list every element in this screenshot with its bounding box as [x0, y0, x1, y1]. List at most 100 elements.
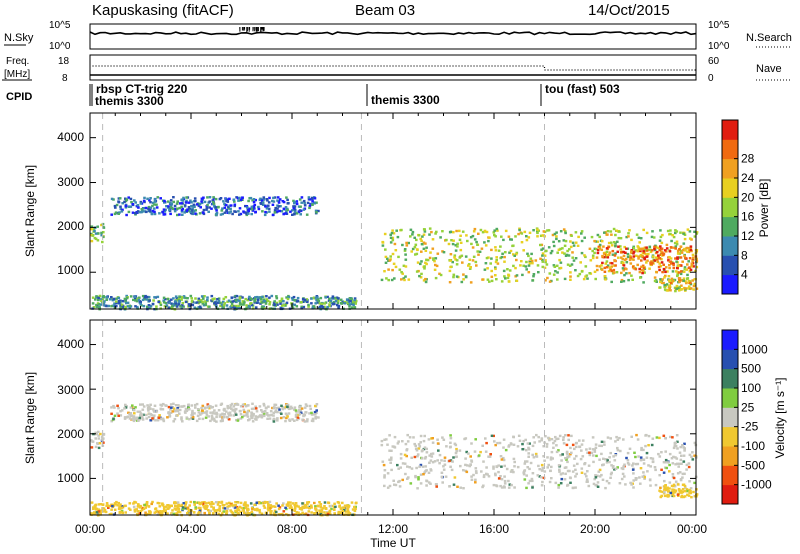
- echo-cell: [300, 307, 303, 310]
- echo-cell: [309, 407, 312, 411]
- echo-cell: [515, 274, 519, 277]
- echo-cell: [198, 417, 201, 420]
- echo-cell: [666, 229, 670, 233]
- echo-cell: [226, 404, 229, 408]
- echo-cell: [147, 415, 151, 419]
- echo-cell: [612, 465, 615, 468]
- echo-cell: [233, 203, 237, 206]
- echo-cell: [470, 442, 473, 445]
- echo-cell: [333, 302, 336, 305]
- echo-cell: [295, 504, 299, 507]
- echo-cell: [526, 442, 530, 445]
- echo-cell: [258, 414, 262, 417]
- echo-cell: [451, 460, 454, 463]
- echo-cell: [94, 232, 98, 235]
- echo-cell: [194, 301, 197, 304]
- echo-cell: [102, 235, 105, 239]
- echo-cell: [203, 295, 206, 298]
- echo-cell: [488, 280, 491, 283]
- echo-cell: [403, 248, 407, 251]
- echo-cell: [144, 206, 148, 210]
- echo-cell: [220, 303, 224, 306]
- echo-cell: [614, 244, 617, 248]
- echo-cell: [474, 478, 477, 481]
- echo-cell: [665, 243, 669, 247]
- echo-cell: [310, 506, 313, 509]
- echo-cell: [220, 209, 224, 212]
- echo-cell: [249, 196, 253, 200]
- echo-cell: [693, 441, 697, 445]
- echo-cell: [655, 271, 658, 274]
- echo-cell: [604, 278, 607, 281]
- echo-cell: [495, 258, 498, 262]
- echo-cell: [147, 207, 150, 210]
- echo-cell: [682, 495, 685, 499]
- echo-cell: [216, 301, 219, 304]
- echo-cell: [660, 247, 664, 250]
- echo-cell: [569, 481, 572, 484]
- echo-cell: [494, 274, 497, 277]
- echo-cell: [296, 296, 300, 300]
- echo-cell: [589, 259, 593, 262]
- echo-cell: [153, 511, 157, 514]
- echo-cell: [242, 509, 245, 512]
- echo-cell: [310, 511, 313, 514]
- echo-cell: [396, 235, 400, 239]
- echo-cell: [177, 504, 181, 508]
- echo-cell: [203, 511, 206, 515]
- echo-cell: [406, 465, 409, 468]
- echo-cell: [521, 273, 524, 277]
- echo-cell: [658, 474, 661, 477]
- velocity-y-axis: Slant Range [km] 1000 2000 3000 4000: [23, 337, 84, 485]
- echo-cell: [484, 437, 487, 440]
- beam-title: Beam 03: [355, 2, 415, 19]
- echo-cell: [319, 512, 323, 516]
- echo-cell: [393, 446, 397, 449]
- echo-cell: [147, 304, 151, 307]
- echo-cell: [424, 455, 428, 459]
- echo-cell: [222, 510, 226, 513]
- echo-cell: [655, 250, 659, 254]
- echo-cell: [146, 406, 150, 410]
- echo-cell: [642, 228, 645, 232]
- echo-cell: [419, 434, 423, 438]
- echo-cell: [503, 475, 506, 478]
- echo-cell: [507, 273, 510, 276]
- echo-cell: [165, 304, 169, 307]
- echo-cell: [198, 203, 202, 206]
- echo-cell: [252, 413, 255, 416]
- echo-cell: [685, 468, 688, 471]
- echo-cell: [346, 302, 350, 306]
- echo-cell: [680, 270, 683, 273]
- echo-cell: [452, 239, 455, 242]
- echo-cell: [610, 244, 614, 247]
- echo-cell: [94, 445, 98, 449]
- echo-cell: [285, 212, 289, 215]
- echo-cell: [683, 266, 687, 269]
- echo-cell: [626, 451, 630, 455]
- colorbar-swatch: [722, 407, 738, 428]
- echo-cell: [138, 512, 142, 515]
- echo-cell: [579, 457, 583, 461]
- echo-cell: [456, 242, 459, 245]
- echo-cell: [506, 268, 509, 271]
- echo-cell: [206, 406, 209, 409]
- echo-cell: [313, 501, 316, 505]
- echo-cell: [544, 259, 547, 262]
- echo-cell: [275, 301, 279, 305]
- velocity-ylabel: Slant Range [km]: [23, 372, 37, 464]
- echo-cell: [487, 256, 490, 259]
- echo-cell: [608, 251, 612, 254]
- echo-cell: [176, 303, 179, 306]
- echo-cell: [587, 484, 591, 488]
- echo-cell: [158, 414, 161, 417]
- echo-cell: [495, 465, 499, 469]
- echo-cell: [660, 261, 664, 264]
- echo-cell: [439, 273, 443, 277]
- echo-cell: [173, 501, 176, 504]
- echo-cell: [101, 438, 104, 441]
- echo-cell: [649, 248, 652, 251]
- echo-cell: [112, 404, 115, 408]
- echo-cell: [507, 479, 510, 483]
